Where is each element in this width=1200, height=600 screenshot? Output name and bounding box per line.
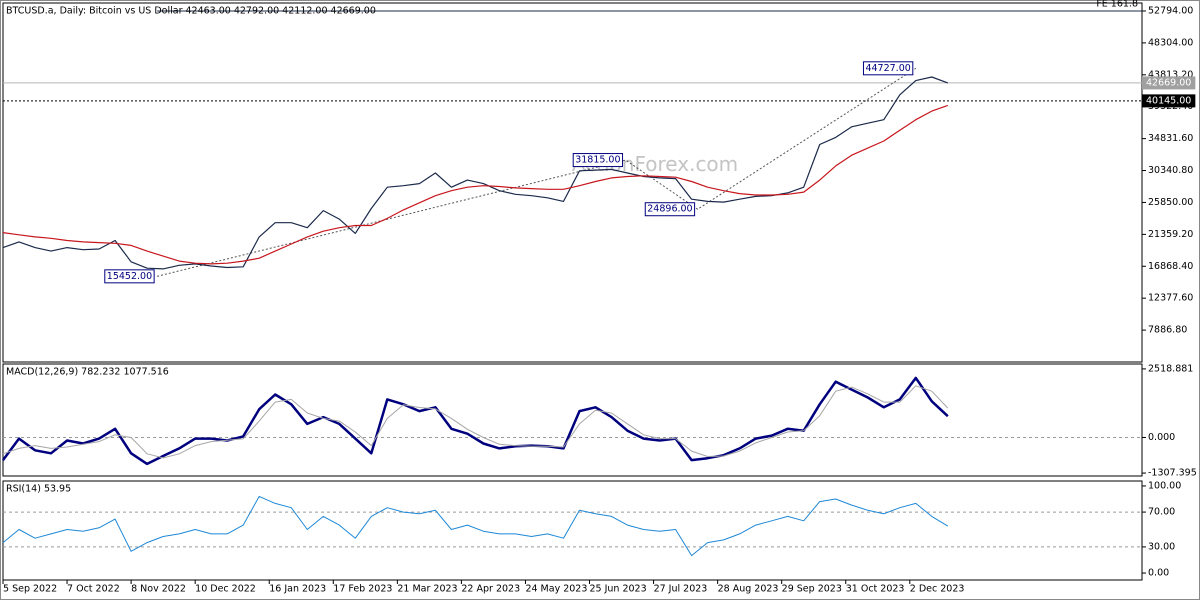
x-tick-label: 31 Oct 2023 xyxy=(846,584,905,595)
x-tick-label: 5 Sep 2022 xyxy=(3,584,57,595)
x-tick-label: 24 May 2023 xyxy=(525,584,587,595)
x-tick-label: 21 Mar 2023 xyxy=(397,584,457,595)
annotation-label: 15452.00 xyxy=(107,271,152,282)
price_line-label: 42669.00 xyxy=(1146,77,1191,88)
y-tick-label: -1307.395 xyxy=(1148,468,1197,479)
y-tick-label: 0.00 xyxy=(1148,568,1169,579)
annotation-label: 44727.00 xyxy=(865,63,910,74)
panel xyxy=(2,2,1143,363)
x-tick-label: 27 Jul 2023 xyxy=(654,584,708,595)
x-tick-label: 25 Jun 2023 xyxy=(590,584,647,595)
x-tick-label: 8 Nov 2022 xyxy=(131,584,186,595)
x-tick-label: 2 Dec 2023 xyxy=(910,584,965,595)
series-line xyxy=(2,104,949,265)
series-line xyxy=(2,76,949,270)
y-tick-label: 43813.20 xyxy=(1148,69,1193,80)
y-tick-label: 100.00 xyxy=(1148,480,1181,491)
y-tick-label: 16868.40 xyxy=(1148,261,1193,272)
y-tick-label: 70.00 xyxy=(1148,507,1175,518)
annotation-box xyxy=(572,153,624,168)
panel-title: RSI(14) 53.95 xyxy=(6,484,71,495)
y-tick-label: 34831.60 xyxy=(1148,133,1193,144)
y-tick-label: 0.000 xyxy=(1148,432,1175,443)
y-tick-label: 21359.20 xyxy=(1148,229,1193,240)
panel-title: MACD(12,26,9) 782.232 1077.516 xyxy=(6,367,169,378)
annotation-box xyxy=(644,202,696,217)
y-tick-label: 7886.80 xyxy=(1148,325,1187,336)
annotation-box xyxy=(862,61,914,76)
y-tick-label: 30340.80 xyxy=(1148,165,1193,176)
y-tick-label: 2518.881 xyxy=(1148,363,1193,374)
annotation-label: 24896.00 xyxy=(647,204,692,215)
x-tick-label: 7 Oct 2022 xyxy=(67,584,120,595)
panel xyxy=(2,363,1143,477)
y-tick-label: 52794.00 xyxy=(1148,5,1193,16)
x-tick-label: 16 Jan 2023 xyxy=(269,584,326,595)
fe-label: FE 161.8 xyxy=(1096,0,1138,9)
level_line-box xyxy=(1142,94,1196,108)
y-tick-label: 25850.00 xyxy=(1148,197,1193,208)
annotation-box xyxy=(104,269,155,284)
x-tick-label: 28 Aug 2023 xyxy=(718,584,779,595)
y-tick-label: 12377.60 xyxy=(1148,293,1193,304)
level_line-label: 40145.00 xyxy=(1146,95,1191,106)
x-tick-label: 22 Apr 2023 xyxy=(461,584,520,595)
series-line xyxy=(2,385,949,459)
x-tick-label: 10 Dec 2022 xyxy=(195,584,256,595)
series-line xyxy=(2,495,949,557)
x-tick-label: 17 Feb 2023 xyxy=(333,584,392,595)
y-tick-label: 48304.00 xyxy=(1148,37,1193,48)
fibo-line xyxy=(157,67,917,277)
x-tick-label: 29 Sep 2023 xyxy=(782,584,842,595)
panel-title: BTCUSD.a, Daily: Bitcoin vs US Dollar 42… xyxy=(6,6,376,17)
y-tick-label: 30.00 xyxy=(1148,541,1175,552)
annotation-label: 31815.00 xyxy=(575,155,620,166)
panel xyxy=(2,480,1143,581)
price_line-box xyxy=(1142,76,1196,90)
